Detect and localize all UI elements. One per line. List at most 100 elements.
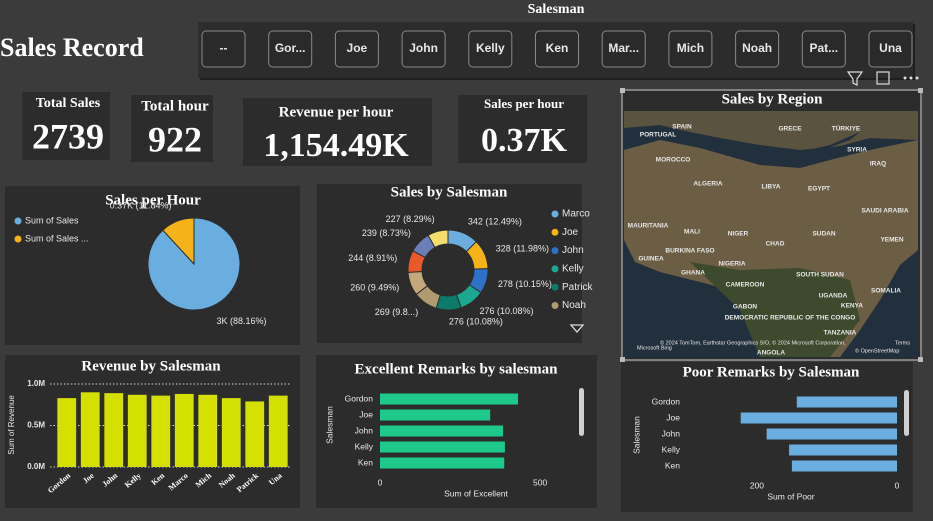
card-panel (243, 98, 432, 166)
scrollbar[interactable] (904, 390, 909, 436)
data-label: 3K (88.16%) (217, 316, 267, 326)
slicer-button[interactable] (668, 30, 713, 68)
y-tick-label: Ken (665, 460, 680, 470)
bar (127, 394, 147, 467)
more-icon[interactable] (909, 76, 913, 80)
focus-icon[interactable] (876, 71, 890, 85)
bar (174, 393, 194, 467)
legend-more[interactable] (569, 324, 585, 333)
slicer-button[interactable] (801, 30, 846, 68)
bar (789, 444, 897, 456)
map-label: TÜRKIYE (832, 124, 861, 133)
map-label: GABON (733, 304, 758, 311)
y-tick-label: Kelly (662, 444, 681, 454)
map-attribution: © 2024 TomTom, Earthstar Geographics SIO… (660, 339, 846, 346)
slicer-button[interactable] (468, 30, 513, 68)
selection-handle (620, 88, 625, 93)
card-panel (131, 95, 213, 162)
data-label: 328 (11.98%) (496, 244, 549, 254)
bar (104, 393, 124, 467)
y-tick-label: Gordon (345, 393, 374, 403)
bar (221, 398, 241, 467)
map-label: NIGER (728, 231, 749, 238)
map-label: CHAD (766, 241, 785, 248)
card-panel (22, 92, 110, 160)
y-tick-label: 1.0M (27, 379, 45, 388)
map-label: TANZANIA (824, 330, 857, 337)
slicer-button-label[interactable]: Una (879, 41, 902, 55)
data-label: 260 (9.49%) (350, 283, 399, 293)
slice (427, 229, 449, 249)
map-label: SUDAN (812, 231, 835, 238)
map-attribution: Terms (895, 340, 910, 346)
chart-title: Sales by Salesman (391, 184, 508, 200)
slicer-button-label[interactable]: -- (220, 41, 228, 55)
slicer-button-label[interactable]: Kelly (476, 41, 505, 55)
y-axis-label: Sum of Revenue (7, 395, 16, 455)
y-axis-label: Salesman (631, 416, 641, 454)
chart-title: Revenue by Salesman (81, 358, 221, 374)
map-label: BURKINA FASO (665, 248, 714, 255)
slicer-button[interactable] (334, 30, 379, 68)
slicer-button[interactable] (868, 30, 913, 68)
legend-label: Patrick (562, 282, 594, 293)
y-tick-label: John (662, 428, 681, 438)
chart-title: Sales by Region (722, 91, 824, 107)
map-label: SPAIN (672, 124, 692, 131)
map-attribution: Microsoft Bing (637, 345, 672, 351)
legend-marker (551, 283, 559, 291)
card-value: 922 (148, 119, 202, 159)
bar (380, 457, 505, 469)
card-label: Total hour (141, 98, 209, 114)
selection-handle (918, 88, 923, 93)
slicer-button[interactable] (268, 30, 313, 68)
slicer-button-label[interactable]: Mich (677, 41, 704, 55)
map-label: NIGERIA (718, 261, 745, 268)
filter-icon[interactable] (846, 71, 864, 86)
slice (162, 217, 195, 266)
card-panel (458, 95, 587, 163)
slicer-button[interactable] (535, 30, 579, 68)
map-label: ALGERIA (693, 181, 723, 188)
slicer-button[interactable] (735, 30, 780, 68)
chart-panel (317, 184, 582, 343)
y-axis-label: Salesman (324, 406, 334, 444)
slicer-button-label[interactable]: Pat... (809, 41, 838, 55)
legend-label: Noah (562, 300, 586, 311)
slicer-button[interactable] (401, 30, 446, 68)
slicer-button-label[interactable]: Noah (742, 41, 772, 55)
selection-handle (918, 357, 923, 362)
legend-label: Sum of Sales ... (25, 233, 89, 243)
map-label: GHANA (681, 270, 705, 277)
slicer-button[interactable] (201, 30, 246, 68)
slicer-button-label[interactable]: Joe (347, 41, 368, 55)
x-tick-label: 0 (895, 480, 900, 490)
map-label: SYRIA (847, 147, 867, 154)
bar (268, 395, 288, 467)
map-label: SOUTH SUDAN (796, 272, 844, 279)
bar (766, 428, 897, 440)
y-tick-label: John (355, 425, 374, 435)
card-label: Total Sales (36, 96, 101, 111)
bar (198, 394, 218, 467)
data-label: 239 (8.73%) (362, 228, 411, 238)
slicer-button-label[interactable]: Mar... (608, 41, 639, 55)
card-value: 1,154.49K (263, 127, 409, 164)
bar (80, 392, 100, 467)
bar (380, 425, 503, 437)
y-tick-label: 0.0M (27, 462, 45, 471)
slicer-button[interactable] (601, 30, 646, 68)
slicer-button-label[interactable]: Ken (546, 41, 569, 55)
slicer-button-label[interactable]: Gor... (275, 41, 306, 55)
x-axis-label: Sum of Excellent (444, 488, 508, 498)
more-icon[interactable] (915, 76, 919, 80)
map-label: GRECE (778, 126, 802, 133)
map-label: CAMEROON (726, 282, 765, 289)
bar (796, 396, 897, 408)
slicer-button-label[interactable]: John (409, 41, 438, 55)
more-icon[interactable] (903, 76, 907, 80)
y-tick-label: Ken (358, 457, 373, 467)
scrollbar[interactable] (579, 388, 584, 436)
x-tick-label: 200 (750, 480, 764, 490)
